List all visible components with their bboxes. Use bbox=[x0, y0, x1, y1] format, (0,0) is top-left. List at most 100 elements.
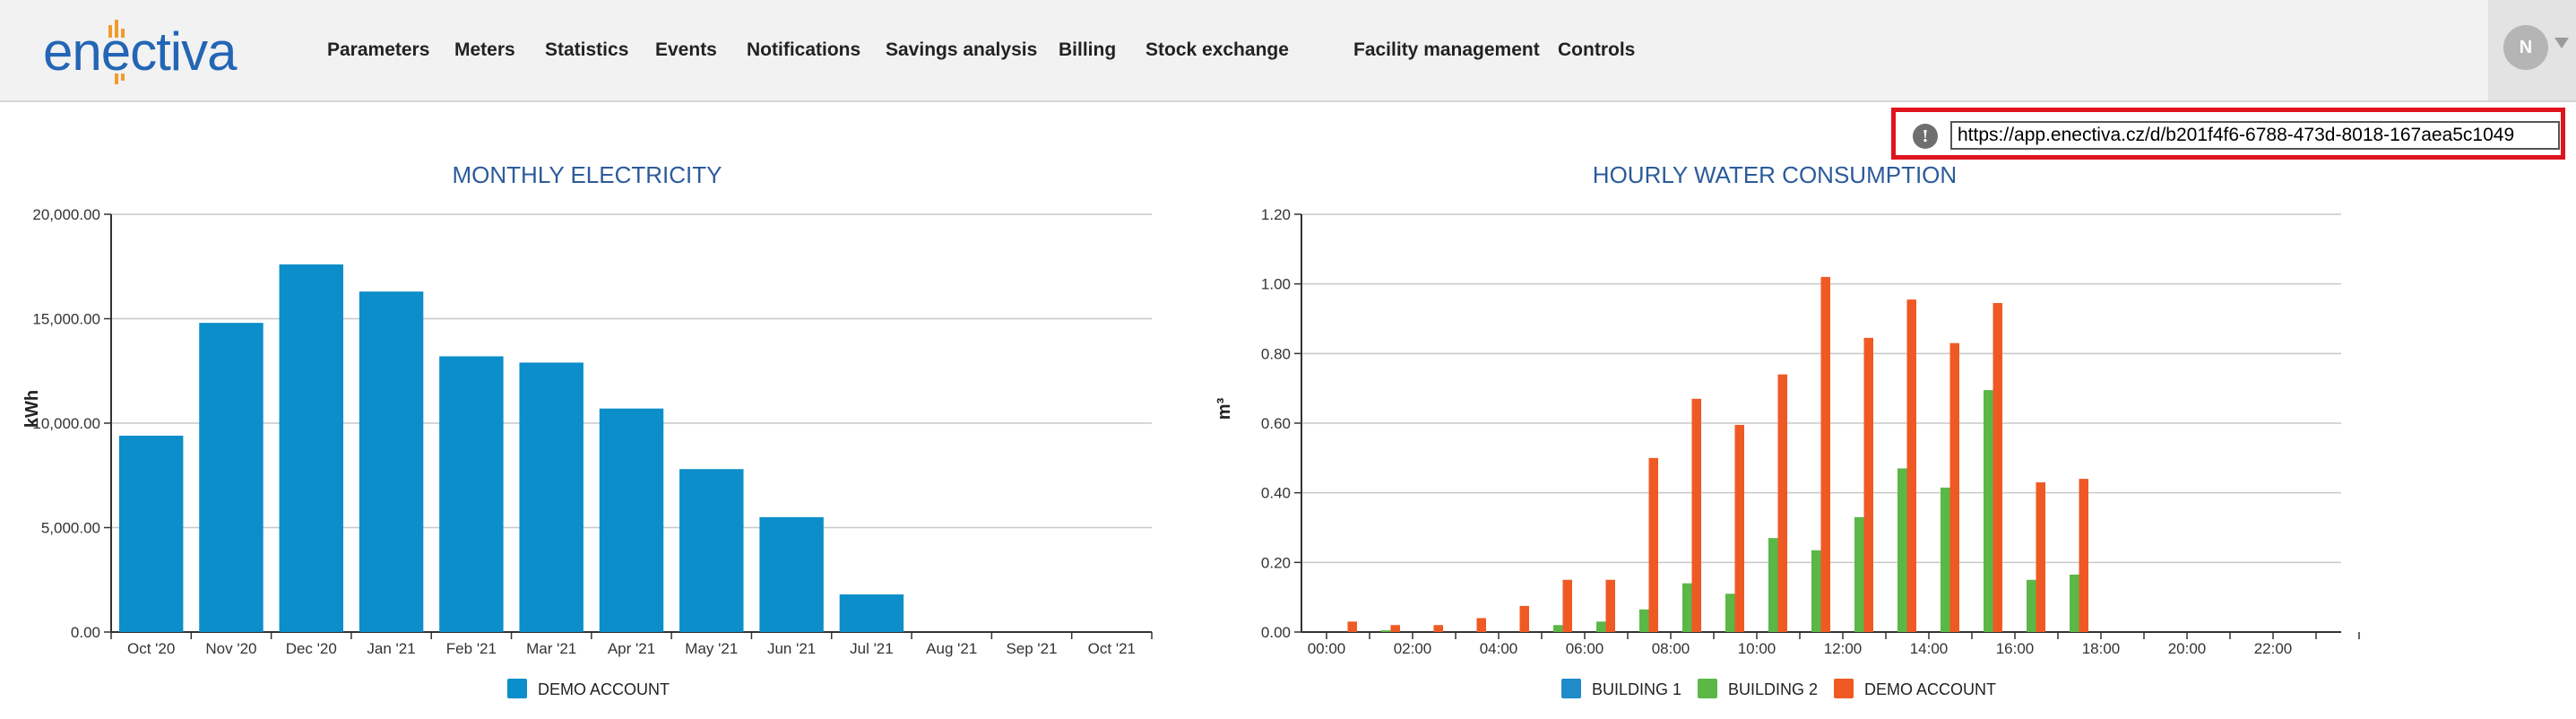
nav-parameters[interactable]: Parameters bbox=[327, 0, 429, 100]
nav-statistics[interactable]: Statistics bbox=[545, 0, 628, 100]
legend-label-building-1[interactable]: BUILDING 1 bbox=[1592, 680, 1681, 698]
x-tick-label: Dec '20 bbox=[286, 640, 337, 657]
bar-demo-account[interactable] bbox=[1863, 337, 1874, 632]
x-tick-label: 20:00 bbox=[2168, 640, 2207, 657]
chevron-down-icon[interactable] bbox=[2554, 38, 2569, 48]
bar-demo-account[interactable] bbox=[1820, 276, 1831, 632]
logo-accent-bar-1 bbox=[108, 25, 112, 38]
y-tick-label: 0.00 bbox=[71, 624, 100, 641]
legend-swatch-demo-account[interactable] bbox=[1834, 679, 1854, 698]
nav-facility-management[interactable]: Facility management bbox=[1353, 0, 1540, 100]
info-icon[interactable]: ! bbox=[1913, 124, 1938, 149]
legend-label-demo-account[interactable]: DEMO ACCOUNT bbox=[538, 680, 670, 698]
bar-demo-account[interactable] bbox=[359, 291, 424, 632]
bar-building-2[interactable] bbox=[1984, 390, 1993, 632]
bar-demo-account[interactable] bbox=[1605, 579, 1616, 632]
bar-building-2[interactable] bbox=[1639, 609, 1649, 632]
nav-savings-analysis[interactable]: Savings analysis bbox=[886, 0, 1037, 100]
bar-demo-account[interactable] bbox=[1777, 374, 1788, 632]
nav-billing[interactable]: Billing bbox=[1059, 0, 1116, 100]
share-url-input[interactable] bbox=[1950, 121, 2560, 150]
bar-demo-account[interactable] bbox=[2079, 479, 2089, 632]
bar-demo-account[interactable] bbox=[679, 469, 744, 632]
x-tick-label: Oct '21 bbox=[1088, 640, 1136, 657]
bar-demo-account[interactable] bbox=[1476, 618, 1487, 632]
bar-demo-account[interactable] bbox=[599, 408, 664, 632]
bar-building-2[interactable] bbox=[1381, 630, 1391, 632]
nav-stock-exchange[interactable]: Stock exchange bbox=[1145, 0, 1289, 100]
nav-controls[interactable]: Controls bbox=[1558, 0, 1635, 100]
nav-events-link[interactable]: Events bbox=[655, 39, 717, 60]
bar-demo-account[interactable] bbox=[279, 264, 343, 632]
bar-demo-account[interactable] bbox=[1734, 424, 1745, 632]
bar-demo-account[interactable] bbox=[439, 356, 504, 632]
nav-meters[interactable]: Meters bbox=[454, 0, 515, 100]
nav-stock-exchange-link[interactable]: Stock exchange bbox=[1145, 39, 1289, 60]
bar-building-2[interactable] bbox=[1725, 593, 1735, 632]
legend-label-demo-account[interactable]: DEMO ACCOUNT bbox=[1864, 680, 1996, 698]
nav-notifications[interactable]: Notifications bbox=[747, 0, 860, 100]
bar-demo-account[interactable] bbox=[1691, 398, 1702, 632]
bar-building-2[interactable] bbox=[2070, 574, 2079, 632]
y-axis-label: kWh bbox=[22, 390, 42, 428]
chart-title: MONTHLY ELECTRICITY bbox=[453, 161, 722, 188]
y-tick-label: 0.60 bbox=[1261, 415, 1291, 432]
bar-building-2[interactable] bbox=[1553, 625, 1563, 632]
logo-accent-bar-2 bbox=[115, 20, 118, 38]
legend-swatch-building-1[interactable] bbox=[1561, 679, 1581, 698]
nav-parameters-link[interactable]: Parameters bbox=[327, 39, 430, 60]
nav-events[interactable]: Events bbox=[655, 0, 717, 100]
bar-demo-account[interactable] bbox=[199, 323, 264, 632]
bar-demo-account[interactable] bbox=[1949, 342, 1960, 632]
legend-swatch-demo-account[interactable] bbox=[507, 679, 527, 698]
x-tick-label: Feb '21 bbox=[446, 640, 497, 657]
bar-demo-account[interactable] bbox=[1390, 625, 1401, 632]
bar-demo-account[interactable] bbox=[759, 516, 824, 632]
bar-demo-account[interactable] bbox=[1519, 605, 1530, 632]
x-tick-label: 04:00 bbox=[1480, 640, 1518, 657]
x-tick-label: Jan '21 bbox=[367, 640, 415, 657]
nav-meters-link[interactable]: Meters bbox=[454, 39, 515, 60]
bar-demo-account[interactable] bbox=[1648, 457, 1659, 632]
nav-savings-analysis-link[interactable]: Savings analysis bbox=[886, 39, 1038, 60]
bar-building-2[interactable] bbox=[1596, 621, 1606, 632]
user-avatar[interactable]: N bbox=[2503, 25, 2548, 70]
logo-accent-bar-5 bbox=[121, 74, 125, 81]
bar-building-2[interactable] bbox=[1682, 583, 1692, 632]
bar-building-2[interactable] bbox=[2027, 579, 2036, 632]
bar-demo-account[interactable] bbox=[118, 435, 184, 632]
enectiva-logo[interactable]: enectiva bbox=[43, 16, 267, 88]
x-tick-label: Jun '21 bbox=[767, 640, 816, 657]
x-tick-label: 18:00 bbox=[2082, 640, 2121, 657]
bar-demo-account[interactable] bbox=[519, 362, 583, 632]
nav-statistics-link[interactable]: Statistics bbox=[545, 39, 629, 60]
nav-notifications-link[interactable]: Notifications bbox=[747, 39, 861, 60]
bar-demo-account[interactable] bbox=[1433, 625, 1444, 632]
y-tick-label: 1.20 bbox=[1261, 206, 1291, 223]
logo-accent-bar-3 bbox=[121, 29, 125, 38]
legend-label-building-2[interactable]: BUILDING 2 bbox=[1728, 680, 1818, 698]
bar-building-2[interactable] bbox=[1768, 538, 1778, 632]
x-tick-label: May '21 bbox=[685, 640, 738, 657]
bar-demo-account[interactable] bbox=[1562, 579, 1573, 632]
x-tick-label: Aug '21 bbox=[926, 640, 977, 657]
legend-swatch-building-2[interactable] bbox=[1698, 679, 1717, 698]
nav-controls-link[interactable]: Controls bbox=[1558, 39, 1636, 60]
bar-building-2[interactable] bbox=[1854, 516, 1864, 632]
bar-demo-account[interactable] bbox=[839, 594, 904, 632]
bar-demo-account[interactable] bbox=[1993, 303, 2003, 632]
x-tick-label: 06:00 bbox=[1566, 640, 1604, 657]
bar-demo-account[interactable] bbox=[2036, 482, 2046, 632]
y-tick-label: 15,000.00 bbox=[32, 311, 100, 328]
bar-demo-account[interactable] bbox=[1347, 621, 1358, 632]
x-tick-label: Jul '21 bbox=[850, 640, 894, 657]
bar-demo-account[interactable] bbox=[1906, 299, 1917, 632]
user-menu[interactable]: N bbox=[2488, 0, 2576, 100]
x-tick-label: 02:00 bbox=[1394, 640, 1432, 657]
bar-building-2[interactable] bbox=[1941, 487, 1950, 632]
bar-building-2[interactable] bbox=[1897, 468, 1907, 632]
nav-billing-link[interactable]: Billing bbox=[1059, 39, 1117, 60]
nav-facility-management-link[interactable]: Facility management bbox=[1353, 39, 1540, 60]
bar-building-2[interactable] bbox=[1811, 550, 1821, 632]
